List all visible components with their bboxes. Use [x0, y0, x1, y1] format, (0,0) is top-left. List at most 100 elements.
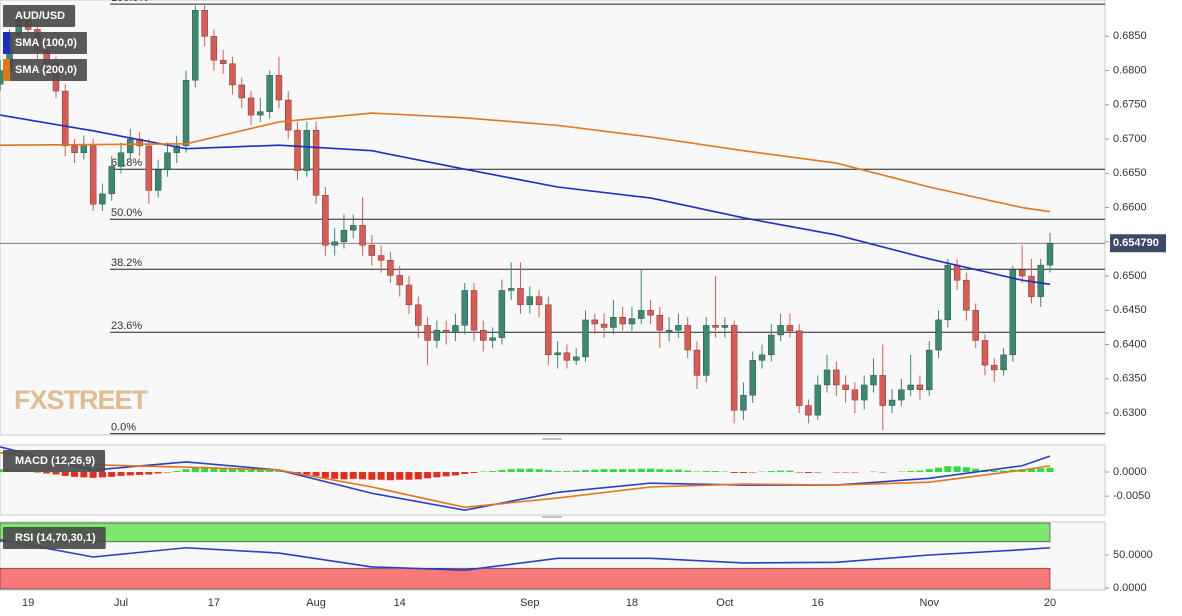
histogram-bar: [600, 469, 608, 473]
candle-body: [350, 225, 357, 231]
histogram-bar: [554, 471, 562, 473]
candle-body: [684, 325, 691, 351]
candle-body: [266, 75, 273, 112]
candle-body: [62, 90, 69, 147]
histogram-bar: [340, 472, 348, 480]
candle-body: [712, 325, 719, 328]
histogram-bar: [628, 469, 636, 473]
candle-body: [377, 255, 385, 261]
histogram-bar: [228, 468, 236, 473]
candle-body: [535, 296, 543, 306]
histogram-bar: [80, 472, 88, 478]
fib-label: 61.8%: [111, 157, 142, 169]
y-tick-label: 0.0000: [1113, 466, 1147, 478]
x-tick-label: 17: [208, 597, 220, 609]
histogram-bar: [210, 467, 218, 473]
candle-body: [108, 166, 115, 195]
candle-body: [703, 325, 710, 376]
histogram-bar: [461, 472, 469, 474]
candle-body: [675, 325, 682, 331]
candle-body: [89, 145, 97, 205]
histogram-bar: [89, 472, 97, 478]
candle-body: [173, 145, 180, 153]
histogram-bar: [71, 472, 79, 477]
candle-body: [870, 375, 877, 386]
y-tick-label: 0.0000: [1113, 582, 1147, 594]
x-tick-label: 14: [394, 597, 406, 609]
histogram-bar: [43, 472, 51, 474]
histogram-bar: [414, 472, 422, 480]
candle-body: [71, 145, 78, 153]
candle-body: [768, 334, 775, 356]
histogram-bar: [804, 472, 812, 473]
candle-body: [461, 290, 468, 326]
histogram-bar: [674, 469, 682, 473]
candle-body: [628, 318, 636, 325]
candle-body: [229, 63, 236, 86]
histogram-bar: [1000, 470, 1008, 473]
candle-body: [294, 129, 301, 171]
candle-body: [619, 316, 626, 325]
candle-body: [480, 329, 487, 341]
candle-body: [842, 384, 849, 390]
candle-body: [879, 375, 886, 406]
candle-body: [1037, 264, 1044, 297]
legend-item: MACD (12,26,9): [3, 450, 106, 472]
histogram-bar: [1046, 467, 1054, 473]
histogram-bar: [98, 472, 106, 478]
histogram-bar: [953, 466, 961, 473]
x-tick-label: 19: [22, 597, 34, 609]
candle-body: [470, 290, 478, 331]
histogram-bar: [108, 472, 116, 477]
fib-label: 100.0%: [111, 0, 149, 4]
x-tick-label: Nov: [919, 597, 939, 609]
last-price-box: [1110, 234, 1166, 253]
histogram-bar: [684, 470, 692, 473]
y-tick-label: 0.6850: [1113, 30, 1147, 42]
y-tick-label: 0.6800: [1113, 64, 1147, 76]
candle-body: [275, 75, 283, 101]
histogram-bar: [656, 469, 664, 473]
legend-box: [3, 527, 106, 549]
histogram-bar: [154, 472, 162, 474]
candle-body: [1046, 243, 1054, 266]
legend-box: [3, 5, 76, 27]
histogram-bar: [238, 468, 246, 473]
legend-label: SMA (200,0): [15, 64, 77, 76]
candle-body: [526, 296, 533, 306]
legend-box: [3, 450, 106, 472]
candle-body: [1000, 354, 1007, 371]
histogram-bar: [916, 470, 924, 473]
histogram-bar: [665, 469, 673, 473]
candle-body: [600, 323, 608, 328]
candle-body: [582, 319, 589, 358]
x-tick-label: Jul: [114, 597, 128, 609]
candle-body: [498, 290, 506, 338]
candle-body: [991, 364, 998, 371]
histogram-bar: [424, 472, 432, 479]
candle-body: [387, 260, 394, 276]
legend-label: AUD/USD: [15, 10, 65, 22]
candle-body: [257, 111, 264, 116]
candle-body: [322, 195, 329, 246]
candle-body: [749, 360, 756, 396]
legend-label: MACD (12,26,9): [15, 455, 95, 467]
candle-body: [405, 284, 413, 306]
candle-body: [740, 395, 747, 411]
histogram-bar: [972, 468, 980, 473]
candle-body: [247, 97, 255, 116]
histogram-bar: [925, 469, 933, 473]
candle-body: [805, 405, 812, 416]
histogram-bar: [702, 471, 710, 473]
histogram-bar: [368, 472, 376, 480]
candle-body: [758, 354, 766, 361]
candle-body: [665, 329, 673, 332]
histogram-bar: [433, 472, 441, 478]
histogram-bar: [266, 470, 274, 473]
histogram-bar: [535, 469, 543, 473]
histogram-bar: [173, 471, 181, 473]
histogram-bar: [944, 466, 952, 473]
candle-body: [545, 304, 552, 356]
candle-body: [424, 325, 431, 341]
y-tick-label: 0.6750: [1113, 99, 1147, 111]
